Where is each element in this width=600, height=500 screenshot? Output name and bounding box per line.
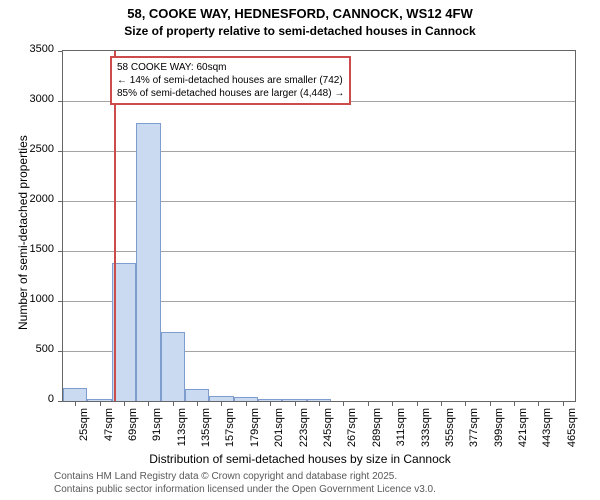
- ytick-mark: [58, 401, 63, 402]
- annotation-line1: 58 COOKE WAY: 60sqm: [117, 61, 344, 74]
- xtick-label: 311sqm: [395, 408, 407, 456]
- xtick-mark: [490, 401, 491, 406]
- histogram-bar: [185, 389, 209, 401]
- ytick-mark: [58, 51, 63, 52]
- ytick-label: 1500: [0, 243, 54, 255]
- xtick-mark: [295, 401, 296, 406]
- xtick-label: 135sqm: [200, 408, 212, 456]
- xtick-mark: [465, 401, 466, 406]
- xtick-label: 25sqm: [78, 408, 90, 456]
- annotation-line3: 85% of semi-detached houses are larger (…: [117, 87, 344, 100]
- xtick-mark: [197, 401, 198, 406]
- xtick-mark: [270, 401, 271, 406]
- ytick-mark: [58, 151, 63, 152]
- histogram-bar: [161, 332, 185, 401]
- xtick-label: 201sqm: [273, 408, 285, 456]
- ytick-mark: [58, 251, 63, 252]
- xtick-mark: [343, 401, 344, 406]
- histogram-bar: [136, 123, 160, 401]
- ytick-mark: [58, 301, 63, 302]
- xtick-label: 47sqm: [103, 408, 115, 456]
- xtick-label: 333sqm: [420, 408, 432, 456]
- xtick-label: 377sqm: [468, 408, 480, 456]
- ytick-mark: [58, 101, 63, 102]
- xtick-mark: [319, 401, 320, 406]
- xtick-label: 355sqm: [444, 408, 456, 456]
- ytick-label: 500: [0, 343, 54, 355]
- xtick-mark: [538, 401, 539, 406]
- chart-title: 58, COOKE WAY, HEDNESFORD, CANNOCK, WS12…: [0, 6, 600, 21]
- xtick-label: 289sqm: [371, 408, 383, 456]
- xtick-mark: [417, 401, 418, 406]
- xtick-label: 267sqm: [346, 408, 358, 456]
- chart-container: 58, COOKE WAY, HEDNESFORD, CANNOCK, WS12…: [0, 0, 600, 500]
- annotation-box: 58 COOKE WAY: 60sqm ← 14% of semi-detach…: [110, 56, 351, 105]
- ytick-label: 0: [0, 393, 54, 405]
- ytick-label: 2000: [0, 193, 54, 205]
- ytick-label: 1000: [0, 293, 54, 305]
- ytick-label: 3500: [0, 43, 54, 55]
- footer-line2: Contains public sector information licen…: [54, 483, 436, 496]
- xtick-label: 245sqm: [322, 408, 334, 456]
- xtick-label: 113sqm: [176, 408, 188, 456]
- xtick-mark: [124, 401, 125, 406]
- xtick-mark: [246, 401, 247, 406]
- xtick-mark: [392, 401, 393, 406]
- xtick-mark: [563, 401, 564, 406]
- ytick-mark: [58, 201, 63, 202]
- xtick-label: 223sqm: [298, 408, 310, 456]
- xtick-label: 91sqm: [151, 408, 163, 456]
- xtick-label: 179sqm: [249, 408, 261, 456]
- annotation-line2: ← 14% of semi-detached houses are smalle…: [117, 74, 344, 87]
- ytick-label: 2500: [0, 143, 54, 155]
- footer-line1: Contains HM Land Registry data © Crown c…: [54, 470, 436, 483]
- xtick-mark: [368, 401, 369, 406]
- ytick-mark: [58, 351, 63, 352]
- xtick-mark: [75, 401, 76, 406]
- xtick-label: 465sqm: [566, 408, 578, 456]
- xtick-label: 157sqm: [224, 408, 236, 456]
- chart-subtitle: Size of property relative to semi-detach…: [0, 24, 600, 38]
- xtick-mark: [514, 401, 515, 406]
- xtick-label: 443sqm: [541, 408, 553, 456]
- ytick-label: 3000: [0, 93, 54, 105]
- x-axis-label: Distribution of semi-detached houses by …: [0, 452, 600, 466]
- histogram-bar: [63, 388, 87, 401]
- xtick-mark: [221, 401, 222, 406]
- xtick-mark: [173, 401, 174, 406]
- xtick-mark: [100, 401, 101, 406]
- xtick-mark: [441, 401, 442, 406]
- xtick-mark: [148, 401, 149, 406]
- footer-attribution: Contains HM Land Registry data © Crown c…: [54, 470, 436, 496]
- xtick-label: 421sqm: [517, 408, 529, 456]
- xtick-label: 399sqm: [493, 408, 505, 456]
- xtick-label: 69sqm: [127, 408, 139, 456]
